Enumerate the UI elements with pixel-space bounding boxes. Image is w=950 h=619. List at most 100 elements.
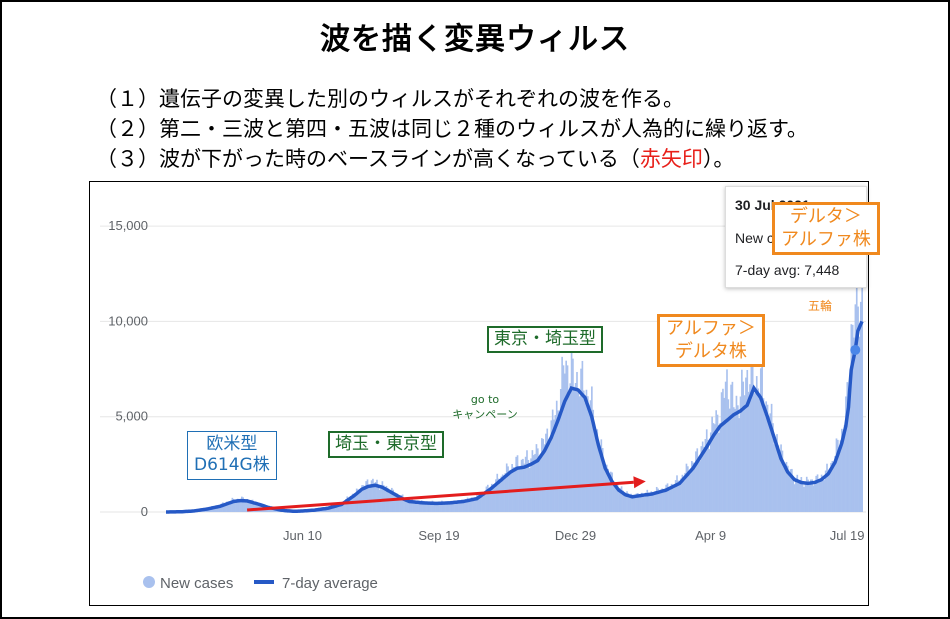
new-cases-bar bbox=[395, 494, 397, 512]
new-cases-bar bbox=[700, 446, 703, 512]
new-cases-bar bbox=[227, 502, 230, 512]
new-cases-bar bbox=[858, 336, 861, 512]
new-cases-bar bbox=[715, 410, 718, 512]
new-cases-bar bbox=[851, 324, 854, 512]
y-tick-label-3: 15,000 bbox=[108, 218, 148, 233]
new-cases-bar bbox=[530, 458, 532, 512]
new-cases-bar bbox=[450, 500, 453, 512]
new-cases-bar bbox=[686, 466, 689, 512]
new-cases-bar bbox=[676, 475, 678, 512]
new-cases-bar bbox=[339, 504, 342, 512]
new-cases-bar bbox=[634, 497, 636, 512]
new-cases-bar bbox=[474, 498, 477, 512]
new-cases-bar bbox=[441, 500, 443, 512]
new-cases-bar bbox=[830, 462, 832, 512]
new-cases-bar bbox=[762, 398, 765, 512]
new-cases-bar bbox=[480, 493, 482, 512]
new-cases-bar bbox=[224, 503, 227, 512]
new-cases-bar bbox=[523, 463, 526, 512]
new-cases-bar bbox=[446, 501, 449, 512]
new-cases-bar bbox=[654, 491, 657, 512]
new-cases-bar bbox=[408, 502, 411, 512]
new-cases-bar bbox=[688, 474, 690, 512]
new-cases-bar bbox=[757, 388, 759, 512]
new-cases-bar bbox=[381, 481, 384, 512]
new-cases-bar bbox=[611, 472, 613, 512]
new-cases-bar bbox=[472, 498, 474, 512]
new-cases-bar bbox=[412, 500, 415, 512]
new-cases-bar bbox=[820, 474, 823, 512]
new-cases-bar bbox=[459, 500, 462, 512]
new-cases-bar bbox=[534, 453, 536, 512]
annotation-goto-line1: go to bbox=[470, 393, 500, 406]
new-cases-bar bbox=[739, 396, 742, 512]
new-cases-bar bbox=[430, 501, 432, 512]
tooltip-point[interactable] bbox=[850, 344, 861, 355]
new-cases-bar bbox=[564, 373, 566, 512]
annotation-wave5-line2: アルファ株 bbox=[781, 228, 871, 250]
new-cases-bar bbox=[230, 500, 232, 512]
baseline-trend-arrow bbox=[246, 480, 634, 512]
new-cases-bar bbox=[220, 503, 223, 512]
bullet-list: （１）遺伝子の変異した別のウィルスがそれぞれの波を作る。 （２）第二・三波と第四… bbox=[96, 84, 808, 174]
new-cases-bar bbox=[650, 491, 653, 512]
legend-average-label: 7-day average bbox=[282, 575, 378, 592]
new-cases-bar bbox=[242, 497, 245, 512]
new-cases-bar bbox=[245, 500, 247, 512]
new-cases-bar bbox=[559, 388, 562, 512]
new-cases-bar bbox=[828, 471, 831, 512]
new-cases-bar bbox=[815, 475, 818, 512]
annotation-wave1-line2: D614G株 bbox=[194, 455, 270, 476]
new-cases-bar bbox=[736, 405, 739, 512]
new-cases-bar bbox=[407, 500, 409, 512]
new-cases-bar bbox=[432, 502, 435, 512]
bullet-3-tail: ）。 bbox=[702, 147, 735, 171]
new-cases-bar bbox=[453, 503, 455, 512]
new-cases-bar bbox=[846, 382, 849, 512]
new-cases-bar bbox=[241, 496, 243, 512]
new-cases-bar bbox=[489, 487, 492, 512]
new-cases-bar bbox=[603, 466, 605, 512]
new-cases-bar bbox=[592, 409, 595, 512]
new-cases-bar bbox=[841, 428, 843, 512]
annotation-wave4: アルファ＞ デルタ株 bbox=[657, 314, 765, 367]
new-cases-bar bbox=[557, 410, 559, 512]
new-cases-bar bbox=[738, 418, 740, 512]
new-cases-bar bbox=[834, 456, 836, 512]
new-cases-bar bbox=[673, 486, 676, 512]
new-cases-bar bbox=[500, 476, 503, 512]
new-cases-bar bbox=[720, 392, 723, 512]
new-cases-bar bbox=[570, 352, 573, 512]
new-cases-bar bbox=[777, 445, 780, 512]
new-cases-bar bbox=[608, 474, 611, 512]
new-cases-bar bbox=[404, 499, 407, 512]
new-cases-bar bbox=[742, 381, 745, 512]
new-cases-bar bbox=[462, 501, 465, 512]
x-tick-label-3: Apr 9 bbox=[695, 528, 726, 543]
new-cases-bar bbox=[372, 478, 374, 512]
new-cases-bar bbox=[568, 391, 570, 512]
new-cases-bar bbox=[724, 381, 727, 512]
new-cases-bar bbox=[250, 499, 253, 512]
new-cases-bar bbox=[791, 468, 793, 512]
new-cases-bar bbox=[681, 474, 684, 512]
new-cases-bar bbox=[232, 498, 235, 512]
new-cases-bar bbox=[413, 502, 416, 512]
new-cases-bar bbox=[843, 425, 846, 512]
new-cases-bar bbox=[223, 503, 226, 512]
new-cases-bar bbox=[635, 493, 638, 512]
new-cases-bar bbox=[769, 413, 772, 512]
new-cases-bar bbox=[651, 492, 654, 512]
new-cases-bar bbox=[647, 492, 650, 512]
new-cases-bar bbox=[699, 461, 701, 512]
new-cases-bar bbox=[376, 479, 378, 512]
new-cases-bar bbox=[463, 502, 466, 512]
new-cases-bar bbox=[558, 418, 561, 512]
new-cases-bar bbox=[832, 465, 835, 512]
new-cases-bar bbox=[831, 460, 834, 512]
new-cases-bar bbox=[403, 498, 405, 512]
legend-new-cases-marker bbox=[143, 576, 155, 588]
new-cases-bar bbox=[330, 506, 332, 512]
baseline-trend-arrowhead bbox=[633, 476, 646, 489]
new-cases-bar bbox=[555, 400, 558, 512]
